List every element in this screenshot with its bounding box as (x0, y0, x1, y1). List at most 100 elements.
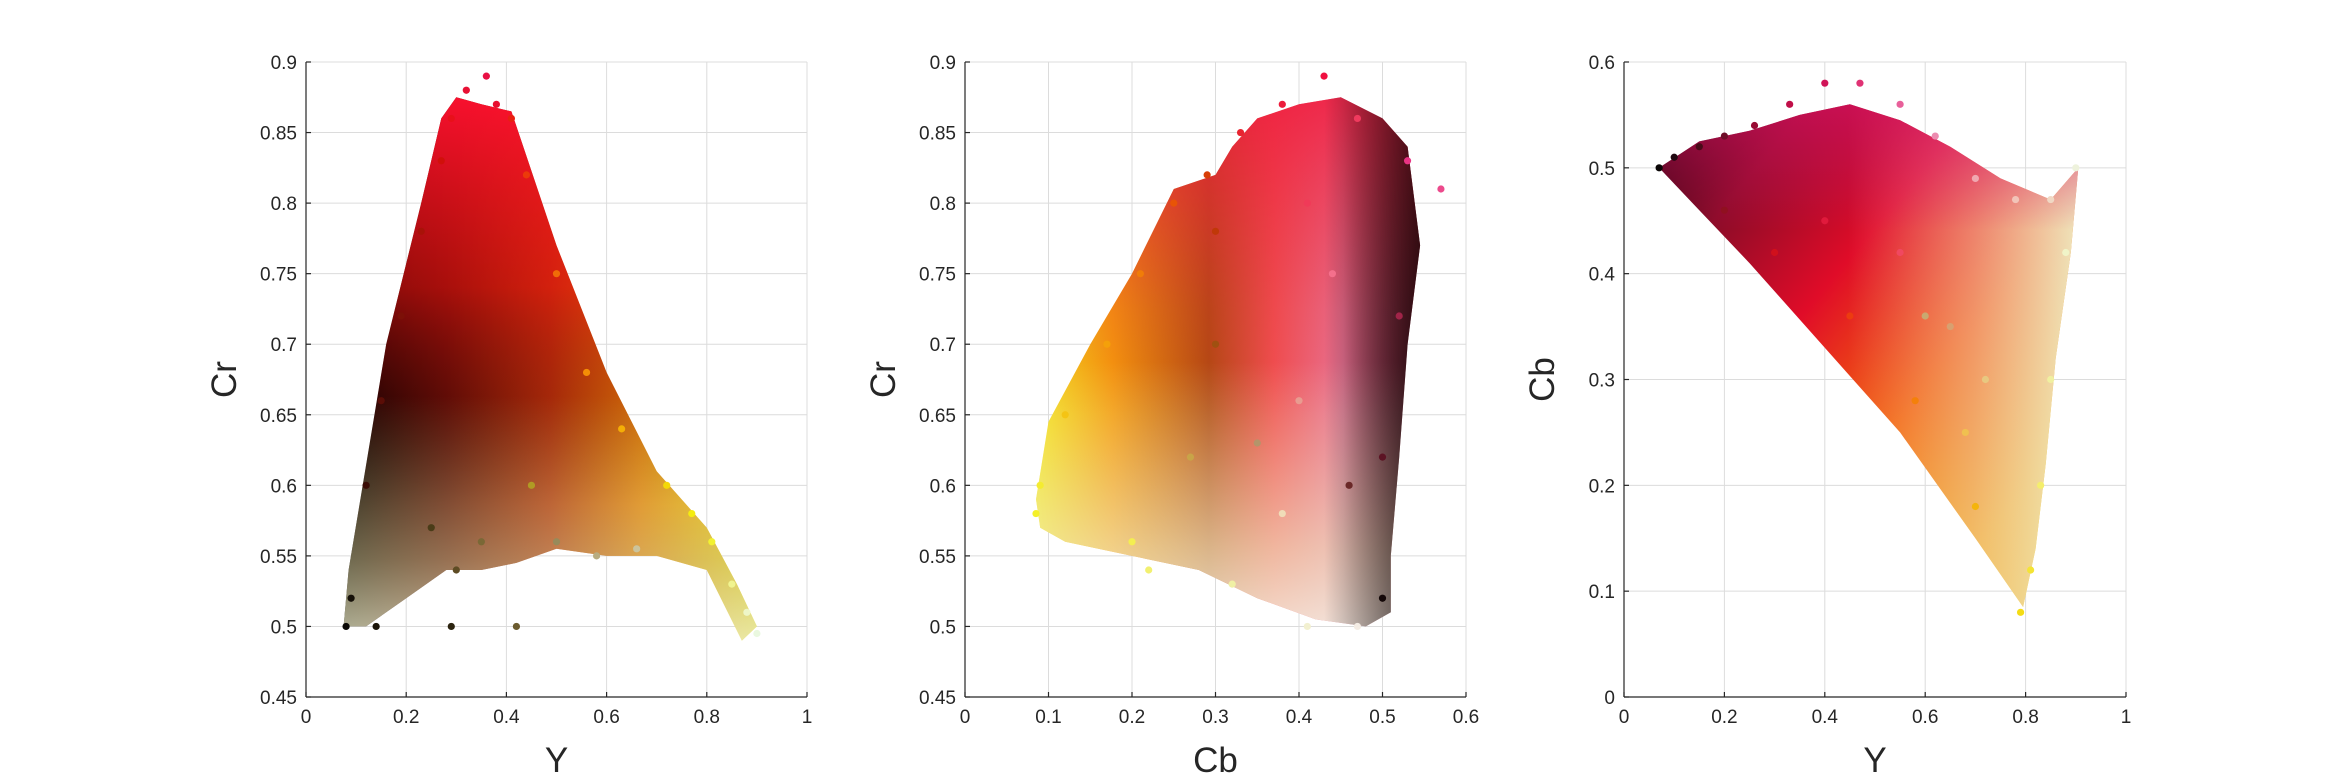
y-tick-label: 0.55 (260, 547, 297, 568)
data-point (1203, 171, 1211, 179)
y-tick-label: 0.9 (930, 53, 956, 74)
data-point (1032, 509, 1040, 518)
data-point (2027, 566, 2035, 574)
y-tick-label: 0.55 (919, 547, 956, 568)
x-tick-label: 0.1 (1035, 707, 1061, 728)
ticks: 0 0.2 0.4 0.6 0.8 1 0.45 0.5 0.55 0.6 0.65 0.7 0.75 0… (260, 53, 812, 728)
data-point (342, 622, 350, 631)
data-point (1128, 538, 1136, 546)
y-tick-label: 0.9 (271, 53, 297, 74)
data-point (1353, 114, 1362, 123)
data-point (663, 481, 671, 489)
data-point (1821, 79, 1829, 87)
data-point (1403, 157, 1412, 165)
x-tick-label: 0.2 (1711, 707, 1737, 728)
x-tick-label: 1 (802, 707, 813, 728)
data-point (462, 86, 470, 94)
data-point (1295, 397, 1303, 405)
scatter-points (342, 72, 761, 638)
data-point (552, 270, 561, 278)
data-point (1720, 206, 1728, 214)
x-axis-label: Cb (1193, 741, 1238, 780)
scatter-points (1655, 79, 2080, 616)
x-tick-label: 0.4 (493, 707, 520, 728)
data-point (1186, 453, 1195, 461)
x-tick-label: 0.4 (1286, 707, 1313, 728)
data-point (2037, 481, 2045, 489)
data-point (1655, 164, 1663, 172)
y-tick-label: 0.7 (271, 335, 297, 356)
y-tick-label: 0.65 (919, 406, 956, 427)
scatter-panel-cb-cr: 0 0.1 0.2 0.3 0.4 0.5 0.6 0.45 0.5 0.55 0.6 0.65 0.7… (864, 53, 1479, 780)
x-tick-label: 0.4 (1812, 707, 1839, 728)
data-point (743, 608, 751, 616)
y-tick-label: 0.65 (260, 406, 297, 427)
data-point (437, 157, 445, 165)
data-point (397, 312, 405, 320)
y-tick-label: 0.85 (260, 124, 297, 145)
data-point (512, 622, 521, 631)
scatter-points (1032, 72, 1445, 631)
x-tick-label: 0.8 (694, 707, 720, 728)
data-point (372, 622, 380, 631)
data-point (688, 509, 696, 518)
data-point (1911, 397, 1919, 405)
data-point (1921, 312, 1929, 320)
data-point (1981, 375, 1990, 384)
data-point (507, 114, 516, 123)
data-point (2062, 248, 2070, 257)
data-point (2047, 375, 2055, 384)
data-point (582, 368, 591, 377)
x-axis-label: Y (545, 741, 568, 780)
y-tick-label: 0.75 (260, 265, 297, 286)
x-tick-label: 0 (301, 707, 312, 728)
data-point (1771, 248, 1779, 257)
x-tick-label: 0.8 (2012, 707, 2038, 728)
data-point (1303, 622, 1311, 631)
data-point (1320, 72, 1328, 80)
y-tick-label: 0.6 (271, 476, 297, 497)
data-point (1103, 340, 1111, 348)
data-point (592, 552, 601, 560)
y-tick-label: 0.1 (1589, 582, 1615, 603)
x-tick-label: 0.6 (1912, 707, 1938, 728)
x-tick-label: 0 (1619, 707, 1630, 728)
y-tick-label: 0.8 (271, 194, 297, 215)
y-tick-label: 0.3 (1589, 371, 1615, 392)
y-tick-label: 0.45 (260, 688, 297, 709)
data-point (1303, 199, 1311, 207)
data-point (618, 425, 626, 433)
data-point (1971, 174, 1979, 183)
data-point (417, 227, 425, 235)
data-point (1437, 185, 1445, 193)
y-axis-label: Cr (205, 361, 244, 398)
data-point (1211, 227, 1220, 235)
scatter-panel-y-cr: 0 0.2 0.4 0.6 0.8 1 0.45 0.5 0.55 0.6 0.65 0.7 0.75 0… (205, 53, 812, 780)
x-tick-label: 0.2 (393, 707, 419, 728)
data-point (1228, 580, 1236, 588)
y-tick-label: 0.2 (1589, 476, 1615, 497)
data-point (527, 481, 536, 489)
data-point (1353, 622, 1362, 631)
data-point (447, 622, 455, 631)
y-tick-label: 0.5 (271, 617, 297, 638)
data-point (1856, 79, 1864, 87)
data-point (1896, 248, 1904, 257)
x-tick-label: 0.5 (1369, 707, 1395, 728)
data-point (492, 100, 500, 108)
ticks: 0 0.1 0.2 0.3 0.4 0.5 0.6 0.45 0.5 0.55 0.6 0.65 0.7… (919, 53, 1479, 728)
data-point (753, 629, 761, 638)
data-point (1278, 100, 1286, 108)
x-tick-label: 0.3 (1202, 707, 1228, 728)
data-point (1378, 594, 1387, 602)
scatter-panel-y-cb: 0 0.2 0.4 0.6 0.8 1 0 0.1 0.2 0.3 0.4 0.5 0.6 Y Cb (1523, 53, 2131, 780)
data-point (427, 524, 435, 532)
data-point (1170, 199, 1178, 207)
data-point (477, 538, 485, 546)
x-tick-label: 0 (960, 707, 971, 728)
y-tick-label: 0.8 (930, 194, 956, 215)
y-tick-label: 0 (1604, 688, 1615, 709)
data-point (447, 114, 455, 123)
y-tick-label: 0.5 (1589, 159, 1615, 180)
data-point (452, 566, 460, 574)
